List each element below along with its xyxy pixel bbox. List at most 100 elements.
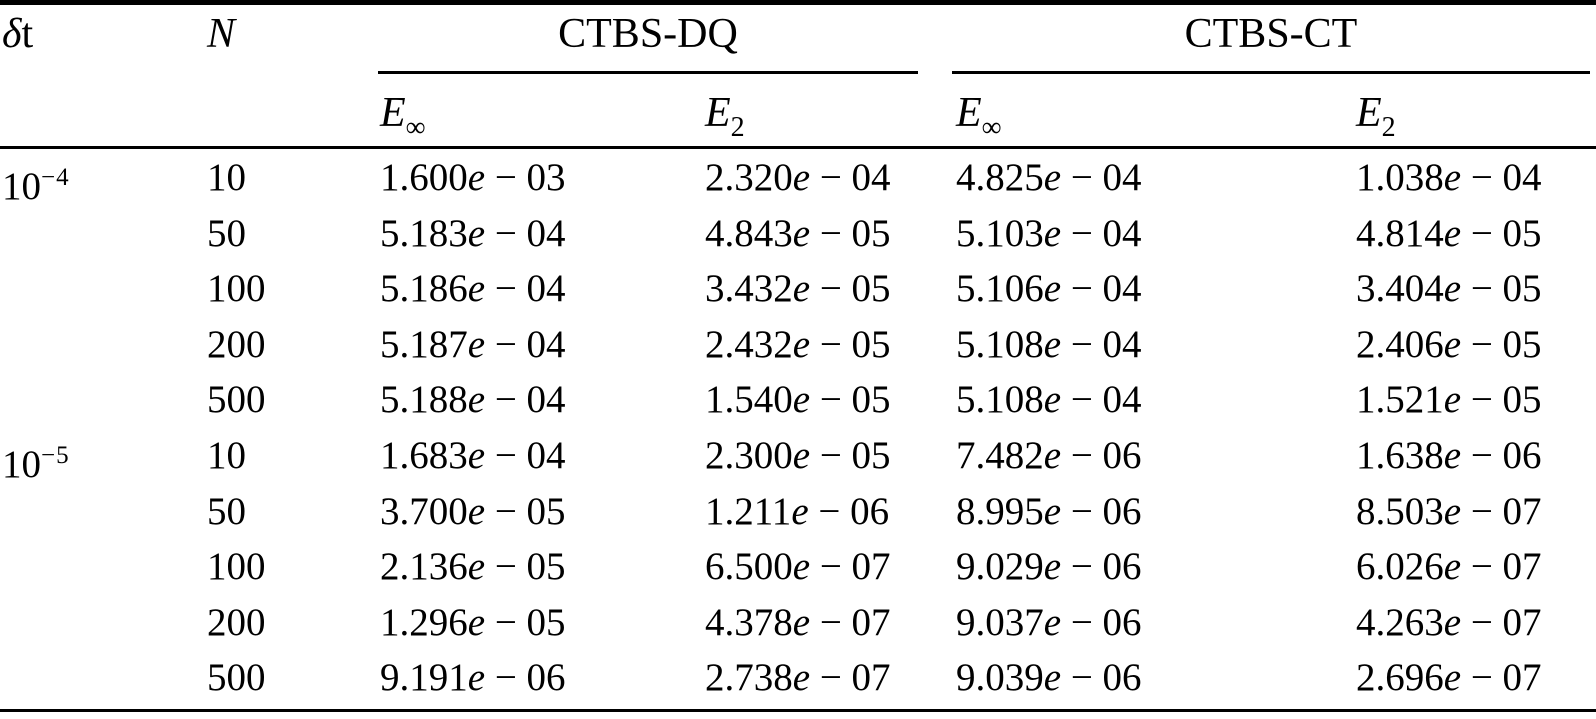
- value-mantissa: 1.038: [1356, 156, 1444, 199]
- value-mantissa: 2.320: [705, 156, 793, 199]
- cell-dq-e2: 4.843e − 05: [703, 206, 954, 262]
- cell-dq-einf: 1.600e − 03: [378, 150, 703, 215]
- value-e: e: [1043, 545, 1062, 589]
- cell-dt: [0, 484, 205, 540]
- value-exponent: − 06: [808, 489, 890, 533]
- table-header-row-2: E∞ E2 E∞ E2: [0, 84, 1596, 144]
- value-exponent: − 04: [1461, 156, 1542, 199]
- column-header-ct-e2: E2: [1354, 84, 1596, 157]
- value-e: e: [467, 211, 486, 255]
- table-row: 200 5.187e − 04 2.432e − 05 5.108e − 04 …: [0, 317, 1596, 373]
- value-exponent: − 07: [1461, 545, 1542, 589]
- cell-ct-einf: 5.108e − 04: [954, 372, 1354, 428]
- value-exponent: − 04: [1061, 211, 1142, 255]
- cell-ct-einf: 9.037e − 06: [954, 595, 1354, 651]
- value-e: e: [1043, 322, 1062, 366]
- value-mantissa: 5.187: [380, 322, 468, 366]
- cell-dq-einf: 9.191e − 06: [378, 650, 703, 706]
- value-mantissa: 1.211: [705, 489, 792, 533]
- value-exponent: − 07: [810, 545, 891, 589]
- cell-dq-einf: 5.188e − 04: [378, 372, 703, 428]
- value-exponent: − 06: [1061, 600, 1142, 644]
- value-e: e: [1443, 433, 1462, 477]
- value-exponent: − 07: [1461, 489, 1542, 533]
- value-exponent: − 06: [1061, 489, 1142, 533]
- value-e: e: [1443, 211, 1462, 255]
- table-row: 100 2.136e − 05 6.500e − 07 9.029e − 06 …: [0, 539, 1596, 595]
- value-mantissa: 1.683: [380, 433, 468, 477]
- value-e: e: [792, 600, 811, 644]
- value-exponent: − 04: [485, 322, 566, 366]
- value-exponent: − 04: [1061, 378, 1142, 422]
- value-mantissa: 5.106: [956, 267, 1044, 311]
- value-e: e: [792, 322, 811, 366]
- cell-dq-e2: 1.211e − 06: [703, 484, 954, 540]
- value-mantissa: 1.540: [705, 378, 793, 422]
- table-row: 500 5.188e − 04 1.540e − 05 5.108e − 04 …: [0, 372, 1596, 428]
- value-e: e: [792, 156, 811, 199]
- value-e: e: [1443, 489, 1462, 533]
- value-mantissa: 6.500: [705, 545, 793, 589]
- cell-n: 50: [207, 211, 246, 255]
- value-mantissa: 2.432: [705, 322, 793, 366]
- table-body: 10−4 10 1.600e − 03 2.320e − 04 4.825e −…: [0, 150, 1596, 706]
- value-mantissa: 4.843: [705, 211, 793, 255]
- cell-dt: [0, 595, 205, 651]
- value-mantissa: 5.108: [956, 322, 1044, 366]
- cell-dq-e2: 2.738e − 07: [703, 650, 954, 706]
- value-e: e: [792, 267, 811, 311]
- value-mantissa: 9.191: [380, 656, 468, 700]
- value-mantissa: 5.186: [380, 267, 468, 311]
- cell-dt: 10−5: [0, 428, 205, 493]
- value-e: e: [1443, 267, 1462, 311]
- value-e: e: [1043, 211, 1062, 255]
- value-mantissa: 5.108: [956, 378, 1044, 422]
- cell-ct-einf: 5.103e − 04: [954, 206, 1354, 262]
- value-e: e: [467, 489, 486, 533]
- cell-ct-e2: 3.404e − 05: [1354, 261, 1596, 317]
- cell-dt: 10−4: [0, 150, 205, 215]
- value-mantissa: 2.300: [705, 433, 793, 477]
- value-e: e: [467, 433, 486, 477]
- cell-dq-e2: 6.500e − 07: [703, 539, 954, 595]
- table-row: 100 5.186e − 04 3.432e − 05 5.106e − 04 …: [0, 261, 1596, 317]
- value-exponent: − 05: [810, 211, 891, 255]
- table-row: 500 9.191e − 06 2.738e − 07 9.039e − 06 …: [0, 650, 1596, 706]
- value-exponent: − 05: [810, 267, 891, 311]
- cell-ct-einf: 5.108e − 04: [954, 317, 1354, 373]
- value-mantissa: 8.503: [1356, 489, 1444, 533]
- value-e: e: [1443, 378, 1462, 422]
- value-mantissa: 7.482: [956, 433, 1044, 477]
- column-header-dq-e2: E2: [703, 84, 954, 157]
- value-exponent: − 05: [1461, 211, 1542, 255]
- value-e: e: [1043, 378, 1062, 422]
- cell-dq-e2: 1.540e − 05: [703, 372, 954, 428]
- value-mantissa: 3.432: [705, 267, 793, 311]
- value-e: e: [792, 545, 811, 589]
- value-e: e: [1443, 545, 1462, 589]
- cell-dt-exponent: −4: [41, 164, 70, 191]
- value-e: e: [467, 656, 486, 700]
- infinity-subscript: ∞: [405, 112, 426, 143]
- t-symbol: t: [21, 11, 34, 57]
- value-e: e: [791, 489, 809, 533]
- value-e: e: [1443, 322, 1462, 366]
- cell-dq-einf: 5.186e − 04: [378, 261, 703, 317]
- group-header-ctbs-dq: CTBS-DQ: [378, 8, 918, 74]
- value-exponent: − 07: [1461, 656, 1542, 700]
- table-row: 50 5.183e − 04 4.843e − 05 5.103e − 04 4…: [0, 206, 1596, 262]
- two-subscript: 2: [1381, 112, 1396, 143]
- cell-dq-einf: 3.700e − 05: [378, 484, 703, 540]
- value-e: e: [1443, 600, 1462, 644]
- value-exponent: − 07: [1461, 600, 1542, 644]
- cell-dt: [0, 539, 205, 595]
- value-mantissa: 5.103: [956, 211, 1044, 255]
- value-mantissa: 1.296: [380, 600, 468, 644]
- column-header-dq-einf: E∞: [378, 84, 703, 157]
- cell-dt: [0, 372, 205, 428]
- value-mantissa: 6.026: [1356, 545, 1444, 589]
- value-exponent: − 04: [1061, 156, 1142, 199]
- value-exponent: − 04: [810, 156, 891, 199]
- column-header-ct-einf: E∞: [954, 84, 1354, 157]
